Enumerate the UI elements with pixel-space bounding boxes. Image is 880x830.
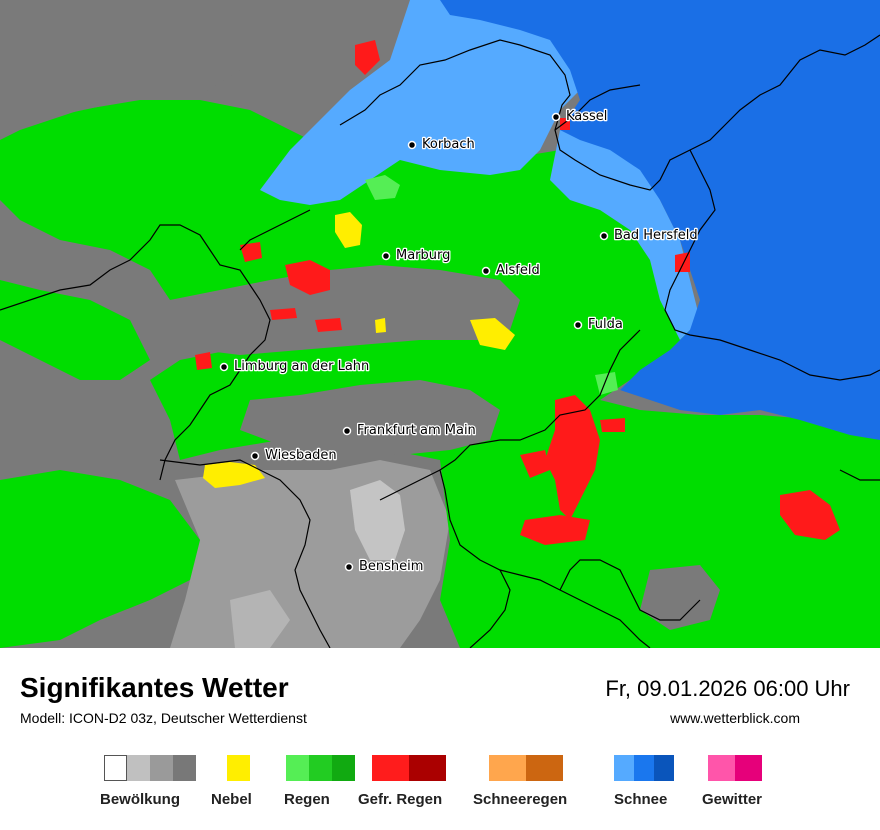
legend-swatch <box>526 755 563 781</box>
forecast-datetime: Fr, 09.01.2026 06:00 Uhr <box>605 676 850 701</box>
city-marker-bensheim: Bensheim <box>344 558 425 575</box>
city-label-kassel: Kassel <box>566 109 607 124</box>
city-label-bad-hersfeld: Bad Hersfeld <box>614 228 698 243</box>
legend-swatch <box>286 755 309 781</box>
legend-swatch <box>309 755 332 781</box>
city-marker-alsfeld: Alsfeld <box>481 262 541 279</box>
legend-swatch <box>227 755 250 781</box>
legend-swatch <box>614 755 634 781</box>
light-rain-area <box>595 372 618 395</box>
fog-areas <box>203 212 515 488</box>
legend-swatch <box>735 755 762 781</box>
legend-label-freezing-rain: Gefr. Regen <box>358 791 443 808</box>
legend-swatch <box>173 755 196 781</box>
map-title: Signifikantes Wetter <box>20 672 289 703</box>
light-cloud-area <box>170 460 450 648</box>
rain-area <box>0 100 880 648</box>
city-label-fulda: Fulda <box>588 317 623 332</box>
cloud-band <box>160 265 520 355</box>
website-link[interactable]: www.wetterblick.com <box>670 710 800 726</box>
city-marker-korbach: Korbach <box>407 136 476 153</box>
legend-swatch <box>150 755 173 781</box>
legend-label-rain: Regen <box>284 791 330 808</box>
state-borders <box>0 34 880 648</box>
cloud-area-south <box>240 380 500 455</box>
rain-area-southwest <box>0 470 200 648</box>
snow-area-dark <box>440 0 880 440</box>
map-footer: Signifikantes Wetter Modell: ICON-D2 03z… <box>0 648 880 830</box>
city-marker-kassel: Kassel <box>551 108 609 125</box>
cloud-area-east <box>640 565 720 630</box>
light-rain-area <box>365 175 400 200</box>
lighter-cloud-area <box>350 480 405 560</box>
city-marker-frankfurt: Frankfurt am Main <box>342 422 477 439</box>
cloud-area-northwest <box>0 0 260 120</box>
snow-area-light-east <box>550 130 700 340</box>
legend-sleet: Schneeregen <box>473 755 567 808</box>
city-marker-wiesbaden: Wiesbaden <box>250 447 338 464</box>
model-info: Modell: ICON-D2 03z, Deutscher Wetterdie… <box>20 710 307 726</box>
city-marker-fulda: Fulda <box>573 316 624 333</box>
legend-rain: Regen <box>284 755 355 808</box>
city-label-alsfeld: Alsfeld <box>496 263 540 278</box>
legend-swatch <box>127 755 150 781</box>
legend-freezing-rain: Gefr. Regen <box>358 755 446 808</box>
legend-label-thunderstorm: Gewitter <box>702 791 763 808</box>
city-label-frankfurt: Frankfurt am Main <box>357 423 476 438</box>
legend-swatch <box>489 755 526 781</box>
city-marker-marburg: Marburg <box>381 247 452 264</box>
weather-map: Kassel Korbach Bad Hersfeld Marburg Alsf… <box>0 0 880 648</box>
legend-swatch <box>372 755 409 781</box>
city-marker-limburg: Limburg an der Lahn <box>219 358 371 375</box>
legend-swatch <box>708 755 735 781</box>
snow-area-light <box>260 0 580 205</box>
rain-area-west-strip <box>0 280 150 380</box>
legend-swatch <box>332 755 355 781</box>
city-label-bensheim: Bensheim <box>359 559 423 574</box>
city-label-marburg: Marburg <box>396 248 450 263</box>
city-label-limburg: Limburg an der Lahn <box>234 359 369 374</box>
legend-label-fog: Nebel <box>211 791 252 808</box>
city-label-korbach: Korbach <box>422 137 475 152</box>
city-marker-bad-hersfeld: Bad Hersfeld <box>599 227 699 244</box>
legend-label-sleet: Schneeregen <box>473 791 568 808</box>
legend-fog: Nebel <box>211 755 252 808</box>
lighter-cloud-area <box>230 590 290 648</box>
legend-swatch <box>104 755 127 781</box>
legend-label-snow: Schnee <box>614 791 668 808</box>
legend-swatch <box>409 755 446 781</box>
legend-snow: Schnee <box>614 755 674 808</box>
legend-cloud: Bewölkung <box>100 755 196 808</box>
legend-thunderstorm: Gewitter <box>702 755 762 808</box>
legend-label-cloud: Bewölkung <box>100 791 181 808</box>
city-label-wiesbaden: Wiesbaden <box>265 448 337 463</box>
legend-swatch <box>654 755 674 781</box>
freezing-rain-areas <box>195 40 840 545</box>
legend-swatch <box>634 755 654 781</box>
